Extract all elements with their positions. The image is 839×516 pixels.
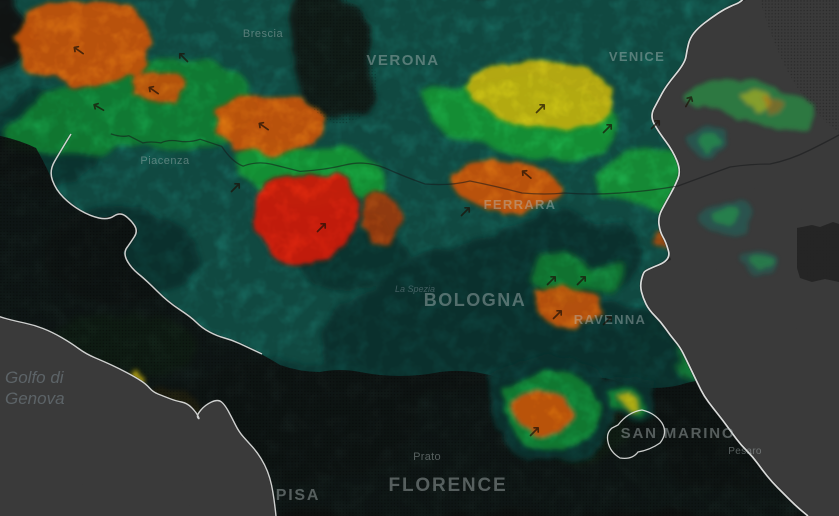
svg-text:VERONA: VERONA [366,52,439,69]
svg-text:BOLOGNA: BOLOGNA [424,290,527,310]
svg-text:VENICE: VENICE [609,49,665,64]
svg-text:La Spezia: La Spezia [395,284,435,294]
svg-text:FLORENCE: FLORENCE [389,475,508,496]
svg-text:Piacenza: Piacenza [140,155,190,167]
svg-text:Genova: Genova [5,389,65,408]
svg-text:Brescia: Brescia [243,28,284,40]
svg-text:SAN MARINO: SAN MARINO [621,425,736,442]
svg-text:Prato: Prato [413,451,441,463]
svg-text:Golfo di: Golfo di [5,368,65,387]
svg-text:RAVENNA: RAVENNA [574,312,646,327]
svg-text:Pesaro: Pesaro [728,446,762,457]
svg-text:PISA: PISA [276,487,321,504]
svg-text:FERRARA: FERRARA [484,197,557,212]
